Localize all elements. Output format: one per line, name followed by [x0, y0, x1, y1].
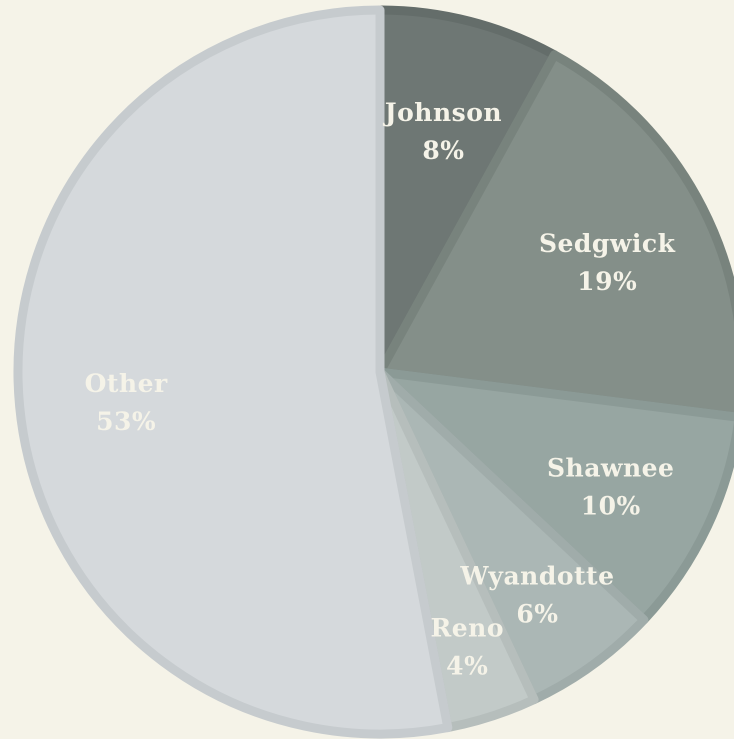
pie-slice-sedgwick — [375, 50, 734, 422]
slice-percent: 8% — [422, 136, 464, 165]
slice-name: Shawnee — [547, 454, 674, 483]
slice-label-reno: Reno 4% — [430, 614, 504, 681]
slice-label-shawnee: Shawnee 10% — [547, 454, 674, 521]
slice-label-other: Other 53% — [85, 369, 168, 436]
slice-label-sedgwick: Sedgwick 19% — [539, 229, 676, 296]
slice-name: Reno — [430, 614, 504, 643]
slice-percent: 53% — [96, 407, 156, 436]
slice-name: Wyandotte — [459, 562, 614, 591]
pie-slice-shawnee — [375, 367, 734, 625]
slice-percent: 6% — [516, 600, 558, 629]
pie-slice-johnson — [375, 5, 559, 377]
slice-percent: 10% — [581, 492, 641, 521]
slice-name: Johnson — [383, 98, 502, 127]
slice-name: Other — [85, 369, 168, 398]
slice-label-johnson: Johnson 8% — [383, 98, 502, 165]
slice-percent: 4% — [446, 652, 488, 681]
slice-label-wyandotte: Wyandotte 6% — [459, 562, 614, 629]
slice-name: Sedgwick — [539, 229, 676, 258]
pie-slice-other — [13, 5, 453, 739]
slice-percent: 19% — [577, 267, 637, 296]
